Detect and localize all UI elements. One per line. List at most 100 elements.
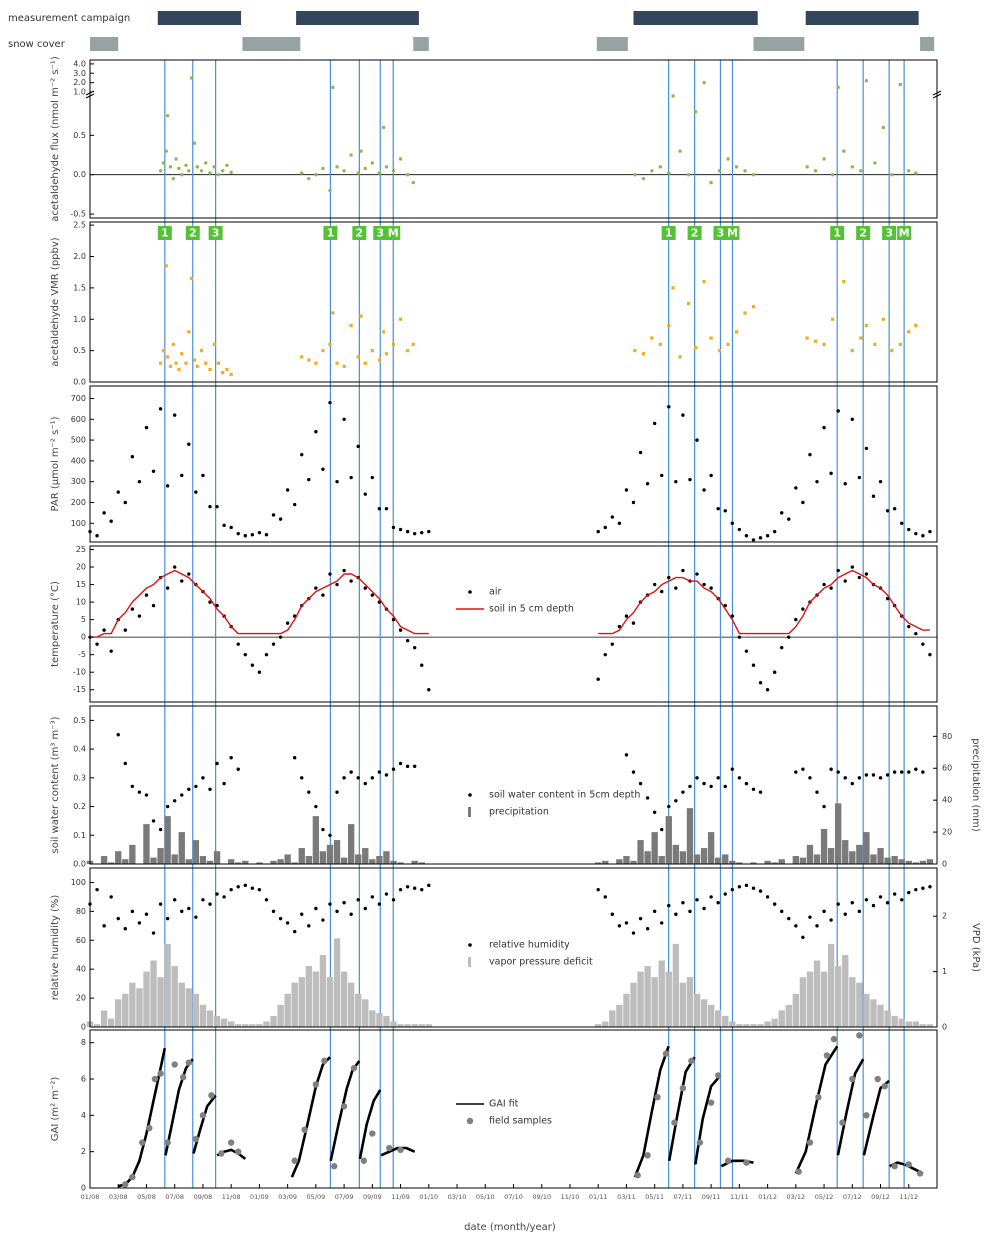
point [772, 670, 777, 674]
point [617, 521, 622, 525]
point [765, 895, 770, 899]
point [603, 525, 607, 530]
y-axis-title: PAR (µmol m⁻² s⁻¹) [50, 416, 61, 511]
point [369, 1130, 376, 1137]
point [631, 500, 636, 505]
bar [319, 851, 327, 864]
point [815, 479, 819, 484]
bar [333, 840, 341, 864]
bar [326, 977, 334, 1027]
point [243, 534, 247, 538]
x-tick-label: 05/10 [476, 1193, 495, 1201]
point [137, 479, 142, 484]
point [194, 490, 198, 494]
point [857, 776, 862, 780]
x-tick-label: 09/10 [532, 1193, 551, 1201]
point [751, 663, 756, 667]
legend-label: field samples [489, 1116, 552, 1127]
bar [856, 844, 863, 864]
point [208, 171, 212, 175]
point [850, 349, 854, 353]
point [765, 534, 770, 538]
point [370, 895, 375, 899]
y-tick-label: 0.3 [73, 773, 86, 782]
point [208, 787, 212, 792]
point [95, 887, 99, 892]
point [301, 1126, 308, 1134]
event-label-box [661, 226, 676, 240]
y-tick-label: -15 [73, 685, 86, 694]
point [285, 488, 290, 492]
point [652, 909, 657, 914]
bar [143, 824, 150, 864]
point [129, 1173, 136, 1181]
legend-symbol [468, 957, 471, 967]
bar [722, 854, 729, 864]
point [331, 85, 335, 90]
point [384, 773, 389, 777]
bar [227, 859, 235, 864]
point [900, 898, 904, 902]
point [427, 529, 431, 534]
point [168, 165, 173, 169]
bar [820, 828, 828, 864]
point [638, 916, 643, 921]
point [794, 924, 798, 928]
point [688, 477, 692, 482]
bar [792, 993, 800, 1027]
y2-tick-label: 40 [942, 796, 952, 805]
point [412, 531, 417, 536]
y-axis-title: relative humidity (%) [50, 895, 61, 1001]
point [751, 173, 756, 177]
bar [383, 851, 390, 864]
point [236, 767, 240, 771]
bar [799, 857, 807, 864]
bar [799, 977, 807, 1027]
point [370, 593, 375, 597]
point [321, 593, 325, 597]
y-tick-label: 0.5 [73, 716, 86, 725]
interval-bar [805, 11, 919, 25]
point [734, 165, 739, 169]
point [166, 355, 170, 359]
y-tick-label: 100 [71, 878, 86, 887]
point [236, 885, 240, 889]
point [801, 767, 805, 771]
bar [235, 862, 242, 864]
bar [827, 943, 835, 1027]
point [885, 773, 890, 777]
panel-frame [89, 705, 938, 865]
point [772, 902, 777, 906]
x-tick-label: 07/09 [335, 1193, 354, 1201]
bar [877, 848, 884, 864]
bar [192, 993, 200, 1027]
bar [298, 977, 305, 1027]
bar [362, 999, 369, 1027]
y-tick-label: 40 [76, 965, 86, 974]
point [264, 898, 269, 902]
point [314, 173, 318, 177]
bar [806, 971, 814, 1027]
point [890, 173, 894, 177]
bar [404, 1024, 411, 1027]
bar [178, 832, 185, 864]
point [695, 572, 699, 576]
bar [644, 966, 651, 1027]
event-label: 1 [665, 227, 673, 240]
bar [707, 832, 715, 864]
bar [602, 860, 609, 864]
point [674, 586, 678, 590]
point [146, 1124, 153, 1132]
point [644, 1152, 651, 1159]
point [709, 473, 713, 478]
bar [100, 1010, 108, 1027]
point [391, 898, 396, 902]
point [801, 500, 805, 505]
point [173, 799, 177, 803]
point [377, 171, 382, 175]
bar [672, 844, 680, 864]
point [829, 586, 833, 590]
point [641, 176, 646, 181]
point [391, 169, 396, 173]
point [391, 617, 396, 622]
